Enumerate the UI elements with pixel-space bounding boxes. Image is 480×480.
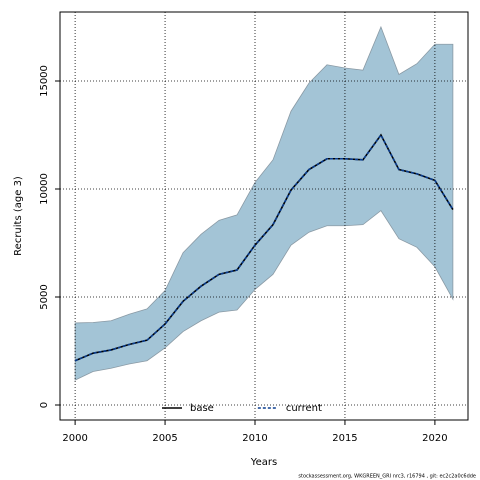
y-tick-label: 10000: [39, 173, 50, 205]
confidence-band: [74, 25, 454, 381]
x-axis-label: Years: [250, 457, 277, 468]
legend-label: current: [286, 403, 322, 414]
series-line: [74, 133, 454, 362]
x-tick-label: 2020: [422, 433, 447, 444]
y-tick-label: 0: [39, 402, 50, 408]
x-tick-label: 2010: [242, 433, 267, 444]
legend-label: base: [190, 403, 214, 414]
x-tick-label: 2000: [62, 433, 87, 444]
y-tick-label: 5000: [39, 284, 50, 309]
footnote: stockassessment.org, WKGREEN_GRI nrc3, r…: [298, 474, 476, 480]
y-tick-label: 15000: [39, 65, 50, 97]
x-tick-label: 2015: [332, 433, 357, 444]
plot-frame: [59, 11, 469, 421]
x-tick-label: 2005: [152, 433, 177, 444]
y-axis-label: Recruits (age 3): [13, 176, 24, 256]
